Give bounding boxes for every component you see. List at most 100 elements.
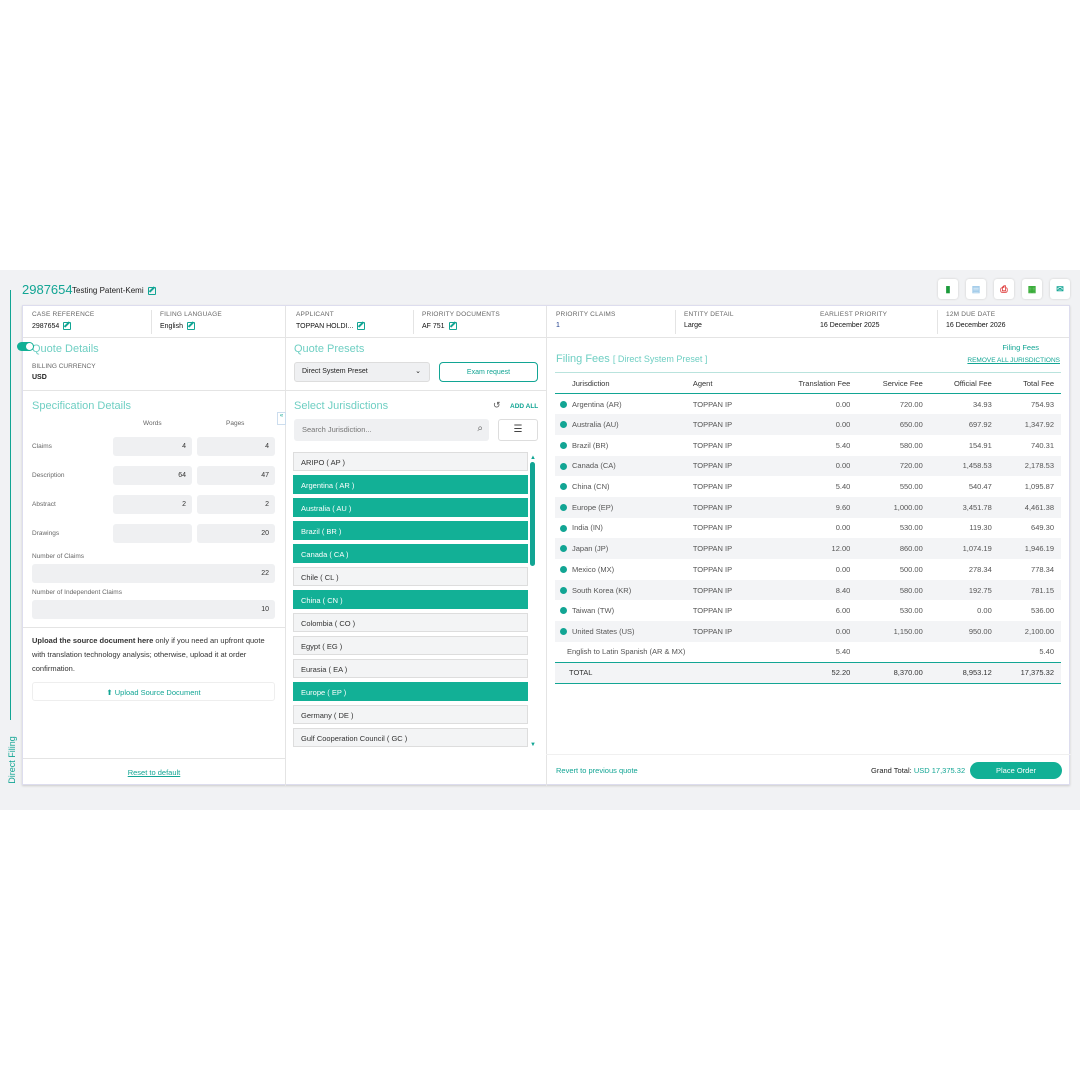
spec-words-input[interactable]: 2 (113, 495, 192, 514)
edit-icon[interactable] (63, 322, 72, 330)
remove-jurisdiction-icon[interactable] (560, 401, 567, 408)
fee-cell: TOPPAN IP (693, 394, 767, 415)
fee-cell: 720.00 (857, 455, 930, 477)
exam-request-button[interactable]: Exam request (439, 362, 538, 382)
fee-cell-text: 1,458.53 (962, 461, 992, 471)
jurisdiction-option[interactable]: Brazil ( BR ) (293, 521, 528, 540)
fee-cell-text: 649.30 (1031, 523, 1054, 533)
reset-icon[interactable]: ↺ (493, 400, 501, 410)
email-icon[interactable]: ✉ (1050, 279, 1070, 299)
jurisdiction-option[interactable]: Gulf Cooperation Council ( GC ) (293, 728, 528, 747)
info-value-text: 16 December 2025 (820, 322, 880, 329)
fee-cell-text: 530.00 (899, 523, 923, 533)
search-icon[interactable]: ⌕ (477, 423, 483, 434)
spec-pages-input[interactable]: 2 (197, 495, 275, 514)
fee-row: South Korea (KR) TOPPAN IP 8.40 580.00 192.7… (555, 579, 1061, 601)
remove-jurisdiction-icon[interactable] (560, 524, 567, 532)
fee-row: Brazil (BR) TOPPAN IP 5.40 580.00 154.91 740.… (555, 435, 1061, 456)
upload-button-label: Upload Source Document (114, 688, 201, 697)
num-indep-claims-input[interactable]: 10 (32, 600, 275, 619)
filter-icon[interactable]: ☰ (498, 419, 538, 441)
collapse-icon[interactable]: « (277, 412, 286, 425)
jurisdiction-option[interactable]: ARIPO ( AP ) (293, 452, 528, 471)
pdf-icon[interactable]: ⎙ (994, 279, 1014, 299)
fee-cell-text: 0.00 (835, 626, 851, 636)
fee-cell: 536.00 (999, 600, 1061, 621)
doc-icon[interactable]: ▤ (966, 279, 986, 299)
jurisdiction-option[interactable]: Chile ( CL ) (293, 567, 528, 586)
upload-source-button[interactable]: ⬆ Upload Source Document (32, 682, 275, 701)
jurisdiction-option[interactable]: Argentina ( AR ) (293, 475, 528, 494)
edit-icon[interactable] (186, 322, 195, 330)
fee-cell-text: TOPPAN IP (692, 399, 733, 409)
jurisdiction-option[interactable]: Colombia ( CO ) (293, 613, 528, 632)
filing-fees-toggle[interactable] (17, 342, 34, 352)
fee-cell: TOPPAN IP (693, 600, 767, 621)
reset-to-default-link[interactable]: Reset to default (127, 768, 181, 777)
fee-cell-text: TOPPAN IP (692, 420, 733, 430)
fee-cell-text: 1,000.00 (893, 502, 923, 512)
preset-select[interactable]: Direct System Preset ⌄ (294, 362, 430, 382)
remove-jurisdiction-icon[interactable] (560, 545, 567, 553)
remove-jurisdiction-icon[interactable] (560, 462, 567, 470)
column-header: Total Fee (998, 372, 1061, 394)
edit-icon[interactable] (147, 286, 156, 295)
docx-icon[interactable]: ▮ (938, 279, 958, 299)
scroll-down-icon[interactable]: ▼ (530, 742, 536, 748)
remove-jurisdiction-icon[interactable] (560, 483, 567, 491)
fee-cell: 1,347.92 (998, 414, 1061, 435)
fee-cell: 1,095.87 (999, 476, 1061, 497)
scroll-up-icon[interactable]: ▲ (530, 455, 536, 461)
scrollbar-thumb[interactable] (530, 462, 535, 566)
fee-cell: 781.15 (998, 579, 1061, 601)
edit-icon[interactable] (357, 322, 366, 330)
spec-pages-input[interactable]: 47 (197, 466, 275, 485)
remove-jurisdiction-icon[interactable] (560, 586, 567, 594)
search-jurisdiction-field: ⌕ (294, 419, 489, 441)
fee-cell: 6.00 (767, 600, 858, 621)
remove-jurisdiction-icon[interactable] (560, 607, 567, 615)
jurisdiction-option[interactable]: Germany ( DE ) (293, 705, 528, 724)
jurisdiction-option[interactable]: Eurasia ( EA ) (293, 659, 528, 678)
fee-cell: 1,946.19 (998, 538, 1061, 559)
fee-row: Canada (CA) TOPPAN IP 0.00 720.00 1,458.53 2,… (555, 455, 1061, 477)
remove-all-jurisdictions-link[interactable]: REMOVE ALL JURISDICTIONS (967, 357, 1060, 364)
jurisdiction-option[interactable]: Egypt ( EG ) (293, 636, 528, 655)
info-label: FILING LANGUAGE (160, 311, 222, 318)
jurisdiction-option[interactable]: Australia ( AU ) (293, 498, 528, 517)
side-tab-direct-filing[interactable]: Direct Filing (6, 736, 17, 784)
remove-jurisdiction-icon[interactable] (560, 628, 567, 636)
fee-cell: 2,178.53 (998, 455, 1061, 477)
place-order-button[interactable]: Place Order (970, 762, 1062, 779)
jurisdiction-option[interactable]: Canada ( CA ) (293, 544, 528, 563)
remove-jurisdiction-icon[interactable] (560, 421, 567, 429)
revert-quote-link[interactable]: Revert to previous quote (556, 766, 638, 775)
select-jurisdictions-title: Select Jurisdictions (294, 400, 389, 412)
num-claims-input[interactable]: 22 (32, 564, 275, 583)
remove-jurisdiction-icon[interactable] (560, 566, 567, 573)
billing-currency-label: BILLING CURRENCY (32, 363, 96, 370)
spec-pages-input[interactable]: 20 (197, 524, 275, 543)
add-all-button[interactable]: ADD ALL (510, 403, 539, 410)
remove-jurisdiction-icon[interactable] (560, 441, 567, 449)
spec-words-input[interactable]: 64 (113, 466, 192, 485)
billing-currency-value: USD (32, 374, 47, 381)
jurisdiction-option[interactable]: China ( CN ) (293, 590, 528, 609)
fee-cell-text: 536.00 (1031, 606, 1054, 616)
search-jurisdiction-input[interactable] (294, 419, 464, 440)
quote-card: CASE REFERENCE 2987654 FILING LANGUAGE Engl… (17, 305, 1071, 786)
divider (546, 306, 547, 786)
info-applicant: APPLICANT TOPPAN HOLDI... (296, 311, 366, 330)
fee-cell: 5.40 (767, 435, 858, 456)
filing-fees-title-text: Filing Fees (556, 353, 610, 365)
edit-icon[interactable] (448, 322, 457, 330)
jurisdiction-option[interactable]: Europe ( EP ) (293, 682, 528, 701)
excel-icon[interactable]: ▦ (1022, 279, 1042, 299)
spec-pages-input[interactable]: 4 (197, 437, 275, 456)
fee-cell: 12.00 (766, 538, 858, 559)
spec-words-input[interactable] (113, 524, 192, 543)
remove-jurisdiction-icon[interactable] (560, 503, 567, 511)
spec-words-input[interactable]: 4 (113, 437, 192, 456)
fee-cell: 3,451.78 (929, 496, 999, 518)
fee-cell-text: TOPPAN IP (692, 523, 733, 533)
